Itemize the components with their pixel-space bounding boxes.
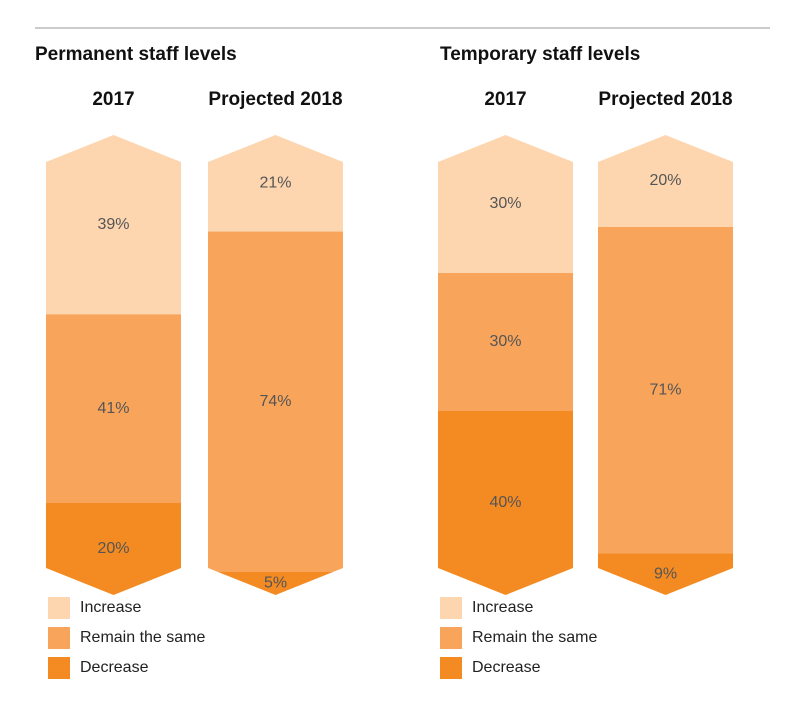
legend-label: Remain the same (472, 629, 597, 646)
column-label: Projected 2018 (208, 89, 342, 110)
value-label: 74% (259, 393, 291, 410)
column-label: 2017 (92, 89, 134, 110)
legend-swatch (48, 657, 70, 679)
legend-swatch (440, 627, 462, 649)
column-label: 2017 (484, 89, 526, 110)
bar-segment (208, 231, 343, 573)
legend-swatch (48, 597, 70, 619)
panel-title: Permanent staff levels (35, 44, 237, 65)
value-label: 9% (654, 566, 677, 583)
value-label: 40% (489, 494, 521, 511)
value-label: 20% (649, 172, 681, 189)
value-label: 20% (97, 540, 129, 557)
value-label: 30% (489, 195, 521, 212)
value-label: 5% (264, 575, 287, 592)
legend-label: Decrease (472, 659, 541, 676)
legend-swatch (440, 657, 462, 679)
bar-segment (438, 135, 573, 274)
value-label: 41% (97, 400, 129, 417)
legend-label: Increase (472, 599, 533, 616)
legend-label: Increase (80, 599, 141, 616)
legend-label: Remain the same (80, 629, 205, 646)
value-label: 30% (489, 333, 521, 350)
value-label: 39% (97, 216, 129, 233)
bar-segment (46, 135, 181, 315)
legend-label: Decrease (80, 659, 149, 676)
legend-swatch (48, 627, 70, 649)
legend-swatch (440, 597, 462, 619)
value-label: 71% (649, 382, 681, 399)
bar-segment (438, 273, 573, 412)
column-label: Projected 2018 (598, 89, 732, 110)
bar-segment (438, 411, 573, 595)
value-label: 21% (259, 175, 291, 192)
bar-segment (46, 314, 181, 504)
bar-segment (598, 227, 733, 555)
panel-title: Temporary staff levels (440, 44, 640, 65)
